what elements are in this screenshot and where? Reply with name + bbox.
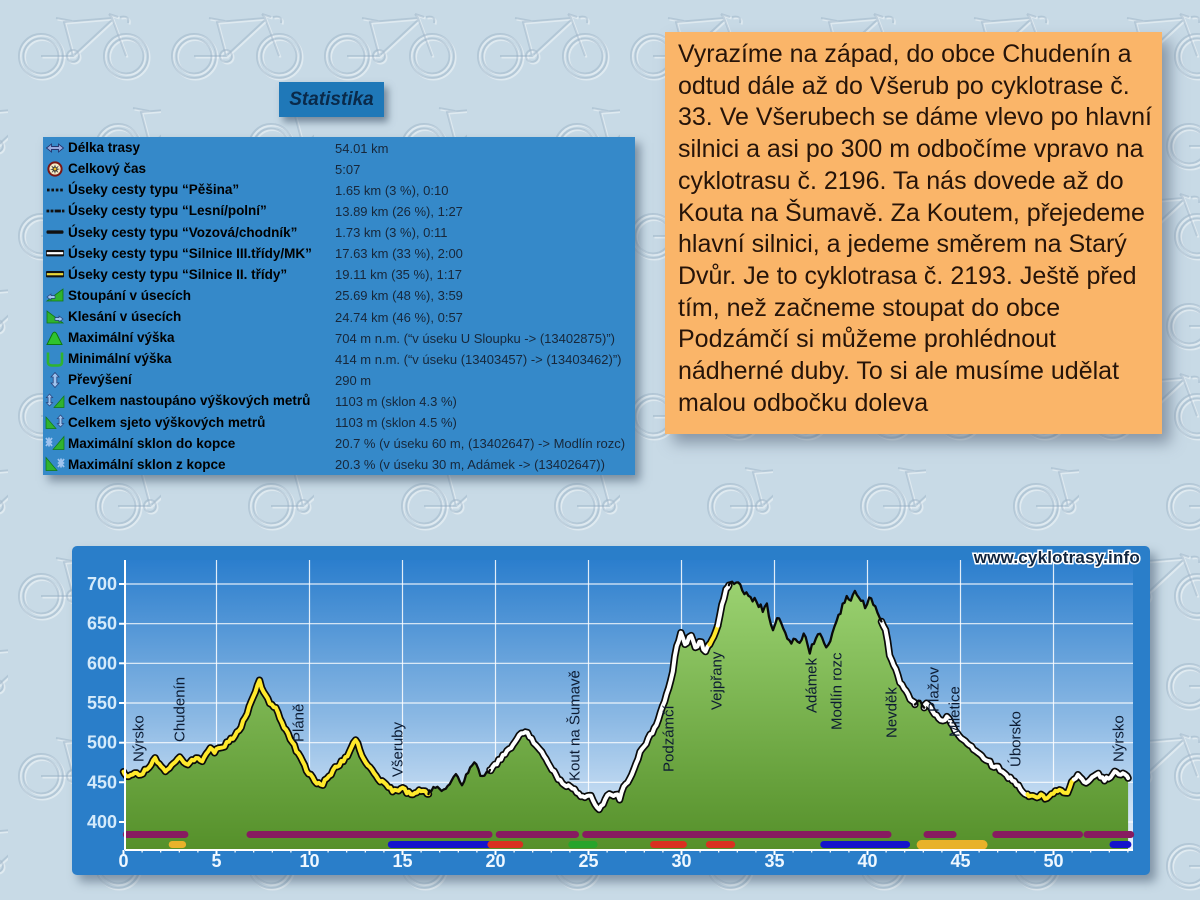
svg-text:Adámek: Adámek [804,657,821,713]
svg-text:Vejpřany: Vejpřany [709,651,726,710]
svg-text:400: 400 [87,812,117,832]
svg-text:700: 700 [87,574,117,594]
svg-text:20: 20 [485,851,505,871]
svg-text:Chudenín: Chudenín [172,677,189,742]
svg-text:550: 550 [87,693,117,713]
svg-text:Nýrsko: Nýrsko [1111,715,1128,762]
svg-text:Kout na Šumavě: Kout na Šumavě [567,670,584,781]
svg-text:5: 5 [211,851,221,871]
svg-text:450: 450 [87,772,117,792]
svg-text:Miletice: Miletice [947,686,964,737]
svg-text:Modlín rozc: Modlín rozc [829,652,846,730]
svg-text:500: 500 [87,733,117,753]
svg-text:0: 0 [118,851,128,871]
svg-text:45: 45 [950,851,970,871]
svg-text:Úborsko: Úborsko [1008,711,1025,767]
svg-text:30: 30 [671,851,691,871]
svg-text:10: 10 [299,851,319,871]
svg-text:Všeruby: Všeruby [390,721,407,777]
svg-text:Pláně: Pláně [291,704,308,742]
svg-text:50: 50 [1043,851,1063,871]
svg-text:www.cyklotrasy.info: www.cyklotrasy.info [973,548,1140,567]
svg-text:600: 600 [87,653,117,673]
svg-text:650: 650 [87,614,117,634]
svg-text:Podzámčí: Podzámčí [661,704,678,772]
svg-text:35: 35 [764,851,784,871]
svg-text:25: 25 [578,851,598,871]
svg-text:15: 15 [392,851,412,871]
svg-text:Plažov: Plažov [926,666,943,712]
svg-text:Nýrsko: Nýrsko [131,715,148,762]
svg-text:40: 40 [857,851,877,871]
svg-text:Nevděk: Nevděk [884,687,901,738]
